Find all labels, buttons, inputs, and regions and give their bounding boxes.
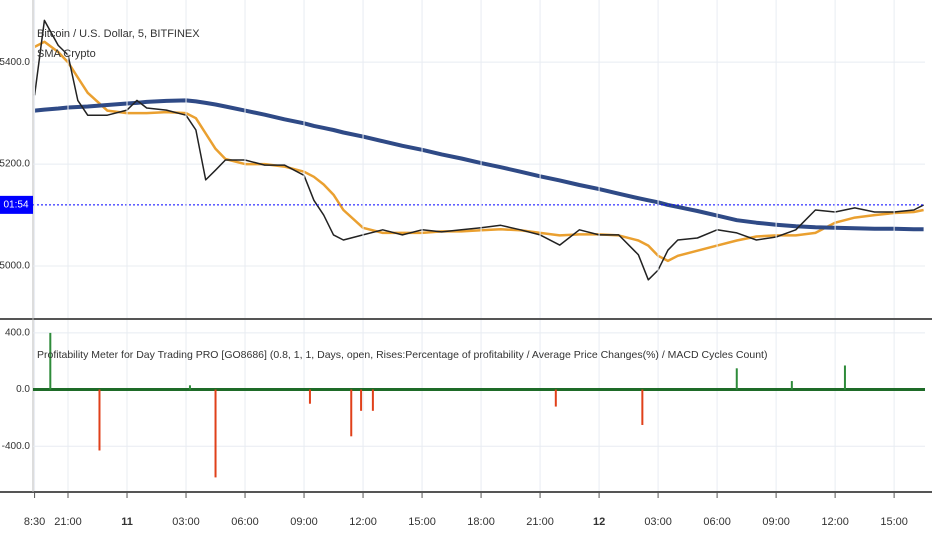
bar <box>735 368 738 390</box>
bar <box>843 365 846 390</box>
y-tick-label: 5200.0 <box>0 159 30 170</box>
bar <box>790 381 793 390</box>
x-tick-label: 18:00 <box>467 516 495 528</box>
x-tick-label: 09:00 <box>762 516 790 528</box>
x-tick-label: 09:00 <box>290 516 318 528</box>
x-tick-label: 21:00 <box>54 516 82 528</box>
y-tick-label: 0.0 <box>16 384 30 395</box>
bar <box>308 389 311 404</box>
price-label: 01:54 <box>3 200 28 211</box>
price-label-box <box>0 195 33 214</box>
x-tick-label: 15:00 <box>408 516 436 528</box>
x-tick-label: 06:00 <box>231 516 259 528</box>
bar <box>360 389 363 411</box>
series-line <box>34 40 924 263</box>
indicator-label: SMA Crypto <box>37 48 96 60</box>
chart-title: Bitcoin / U.S. Dollar, 5, BITFINEX <box>37 28 200 40</box>
x-tick-label: 11 <box>121 516 133 528</box>
bar <box>188 385 191 390</box>
series-line <box>34 98 924 232</box>
y-tick-label: 5000.0 <box>0 261 30 272</box>
x-tick-label: 8:30 <box>24 516 45 528</box>
marks: 5000.0 5200.0 5400.0 01:54 -400.0 0.0 400.0 8:3… <box>0 0 925 528</box>
y-tick-label: -400.0 <box>2 441 31 452</box>
bar <box>214 389 217 478</box>
bar <box>371 389 374 411</box>
x-tick-label: 12:00 <box>821 516 849 528</box>
bar <box>350 389 353 437</box>
bar <box>554 389 557 407</box>
x-tick-label: 15:00 <box>880 516 908 528</box>
series-line <box>33 19 924 281</box>
y-tick-label: 400.0 <box>5 328 30 339</box>
bar <box>49 332 52 390</box>
x-tick-label: 12 <box>593 516 605 528</box>
x-tick-label: 03:00 <box>644 516 672 528</box>
x-tick-label: 12:00 <box>349 516 377 528</box>
x-tick-label: 03:00 <box>172 516 200 528</box>
x-tick-label: 21:00 <box>526 516 554 528</box>
x-tick-label: 06:00 <box>703 516 731 528</box>
bar <box>641 389 644 425</box>
y-tick-label: 5400.0 <box>0 57 30 68</box>
indicator-title: Profitability Meter for Day Trading PRO … <box>37 349 767 361</box>
bar <box>98 389 101 451</box>
